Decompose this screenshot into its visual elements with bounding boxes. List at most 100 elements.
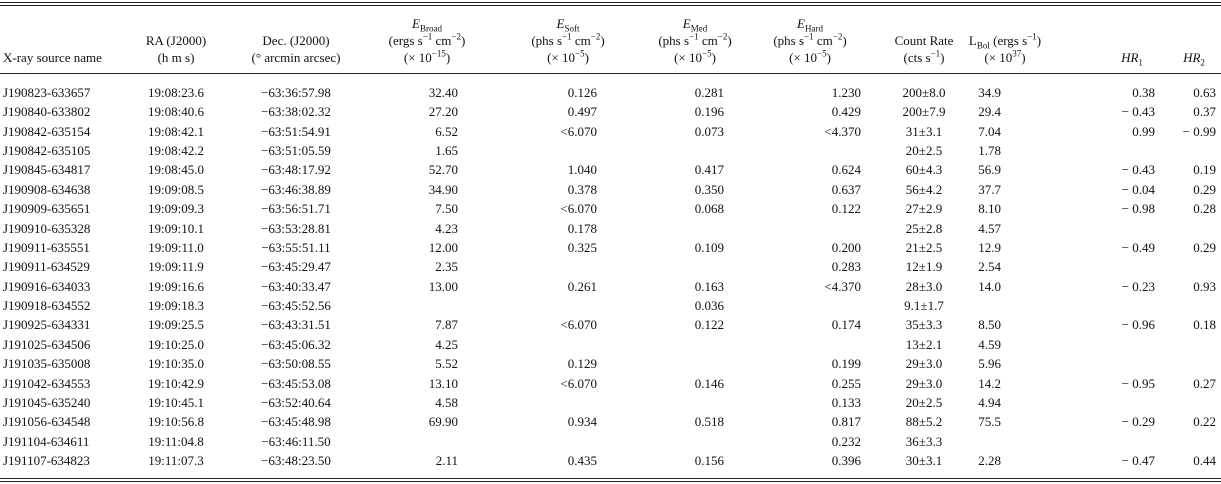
table-cell: −63:46:11.50 (261, 433, 331, 449)
table-cell: 7.87 (435, 317, 458, 333)
header-text: (phs s (658, 33, 690, 48)
table-cell: 29.4 (978, 104, 1001, 120)
table-cell: − 0.23 (1121, 278, 1155, 294)
table-cell: 0.518 (694, 414, 724, 430)
header-text: ) (842, 33, 847, 48)
header-text: (ergs s (989, 33, 1028, 48)
table-cell: J190842-635154 (3, 123, 91, 139)
table-cell: 31±3.1 (905, 123, 943, 139)
table-cell: 2.54 (978, 259, 1001, 275)
table-cell: J191107-634823 (3, 453, 90, 469)
column-header: HR2 (1183, 49, 1205, 67)
table-cell: 19:10:45.1 (148, 394, 204, 410)
header-line: EHard (797, 15, 823, 33)
table-cell: J191042-634553 (3, 375, 91, 391)
header-text: −2 (590, 31, 601, 42)
table-cell: J190911-634529 (3, 259, 90, 275)
header-rule (0, 73, 1221, 74)
header-text: (cts s (903, 50, 931, 65)
table-cell: 75.5 (978, 414, 1001, 430)
table-cell: 0.29 (1193, 239, 1216, 255)
header-text: ) (1036, 33, 1042, 48)
table-cell: 4.23 (435, 220, 458, 236)
table-cell: − 0.98 (1121, 201, 1155, 217)
table-cell: −63:50:08.55 (261, 356, 331, 372)
header-line: RA (J2000) (146, 32, 206, 49)
table-cell: −63:52:40.64 (261, 394, 331, 410)
table-cell: 0.27 (1193, 375, 1216, 391)
header-text: Count Rate (894, 33, 954, 48)
table-cell: 8.50 (978, 317, 1001, 333)
header-line: (phs s−1 cm−2) (658, 32, 731, 49)
table-cell: 56±4.2 (905, 181, 943, 197)
table-cell: 13.00 (428, 278, 458, 294)
header-text: Broad (419, 23, 442, 34)
table-cell: 32.40 (428, 85, 458, 100)
table-cell: − 0.49 (1121, 239, 1155, 255)
table-cell: 60±4.3 (905, 162, 943, 178)
header-text: −1 (422, 31, 433, 42)
header-text: ) (600, 33, 605, 48)
table-cell: 0.624 (831, 162, 861, 178)
table-cell: 56.9 (978, 162, 1001, 178)
header-text: E (412, 16, 420, 31)
header-text: −5 (817, 48, 827, 59)
table-cell: −63:51:54.91 (261, 123, 331, 139)
table-cell: 0.99 (1132, 123, 1155, 139)
column-header: EMed (phs s−1 cm−2) (× 10−5) (658, 15, 731, 66)
table-cell: 13.10 (428, 375, 458, 391)
table-cell: 19:09:09.3 (148, 201, 204, 217)
header-text: −5 (575, 48, 585, 59)
header-text: −15 (431, 48, 446, 59)
table-cell: J190842-635105 (3, 143, 91, 159)
table-cell: 0.126 (567, 85, 597, 100)
table-cell: 0.122 (694, 317, 724, 333)
table-cell: 19:08:42.1 (148, 123, 204, 139)
header-text: cm (432, 33, 452, 48)
table-cell: J190910-635328 (3, 220, 91, 236)
header-text: cm (571, 33, 591, 48)
header-text: −1 (562, 31, 572, 42)
header-text: X-ray source name (3, 50, 102, 65)
table-cell: 19:08:45.0 (148, 162, 204, 178)
table-cell: J191056-634548 (3, 414, 91, 430)
table-cell: J190925-634331 (3, 317, 91, 333)
table-cell: 0.196 (694, 104, 724, 120)
table-cell: −63:45:06.32 (261, 336, 331, 352)
header-text: Soft (564, 23, 580, 34)
header-line: Dec. (J2000) (262, 32, 329, 49)
column-header: ESoft (phs s−1 cm−2) (× 10−5) (531, 15, 604, 66)
header-line: (× 10−5) (547, 49, 589, 66)
header-text: ) (826, 50, 831, 65)
header-text: Med (690, 23, 708, 34)
header-text: −1 (930, 48, 941, 59)
header-text: (phs s (531, 33, 563, 48)
header-line: (phs s−1 cm−2) (773, 32, 846, 49)
table-cell: 0.38 (1132, 85, 1155, 100)
table-cell: 25±2.8 (905, 220, 943, 236)
table-cell: <6.070 (560, 201, 597, 217)
table-cell: J190845-634817 (3, 162, 91, 178)
table-cell: 0.637 (831, 181, 861, 197)
header-line: HR2 (1183, 49, 1205, 67)
table-cell: 34.9 (978, 85, 1001, 100)
table-cell: − 0.43 (1121, 162, 1155, 178)
table-cell: 4.94 (978, 394, 1001, 410)
table-cell: 0.22 (1193, 414, 1216, 430)
table-cell: 2.11 (435, 453, 458, 469)
table-cell: 20±2.5 (905, 394, 943, 410)
table-cell: 0.068 (694, 201, 724, 217)
header-text: L (968, 33, 977, 48)
table-cell: 28±3.0 (905, 278, 943, 294)
header-text: ) (1021, 50, 1026, 65)
header-text: −1 (1027, 31, 1037, 42)
table-cell: 6.52 (435, 123, 458, 139)
bottom-rule (0, 481, 1221, 482)
table-cell: 0.146 (694, 375, 724, 391)
table-cell: 1.040 (567, 162, 597, 178)
table-cell: −63:38:02.32 (261, 104, 331, 120)
table-cell: 19:09:18.3 (148, 298, 204, 314)
table-cell: 19:10:25.0 (148, 336, 204, 352)
table-cell: −63:36:57.98 (261, 85, 331, 100)
